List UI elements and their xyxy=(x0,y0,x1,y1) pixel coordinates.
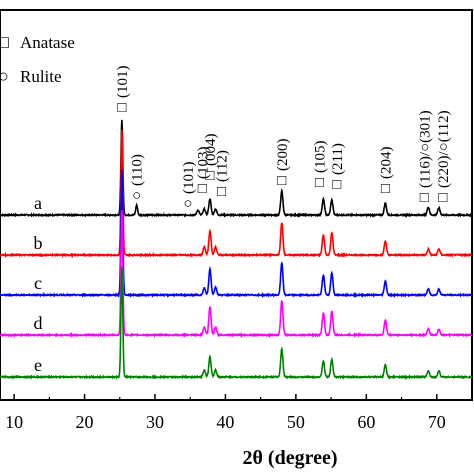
x-tick-label-50: 50 xyxy=(287,412,305,432)
legend-symbol-rulite: ○ xyxy=(0,66,9,86)
peak-marker-3: □ xyxy=(198,181,207,197)
series-label-b: b xyxy=(34,233,43,253)
peak-label-10: (116)/○(301) xyxy=(417,110,433,188)
peak-label-0: (101) xyxy=(115,65,131,98)
series-line-c xyxy=(0,169,473,299)
series-label-e: e xyxy=(34,355,42,375)
peak-label-4: (004) xyxy=(203,134,219,167)
series-label-c: c xyxy=(34,273,42,293)
peak-marker-11: □ xyxy=(438,190,447,206)
peak-marker-4: □ xyxy=(205,168,214,184)
series-line-d xyxy=(0,210,473,339)
plot-frame xyxy=(0,9,473,401)
legend: □ Anatase ○ Rulite xyxy=(0,32,75,86)
peak-marker-2: ○ xyxy=(183,196,192,212)
peak-label-6: (200) xyxy=(275,139,291,172)
peak-marker-8: □ xyxy=(332,177,341,193)
peak-marker-6: □ xyxy=(277,173,286,189)
series-line-a xyxy=(0,119,473,219)
x-tick-label-10: 10 xyxy=(5,412,23,432)
legend-label-rulite: Rulite xyxy=(20,67,62,86)
legend-label-anatase: Anatase xyxy=(20,33,75,52)
x-tick-label-20: 20 xyxy=(76,412,94,432)
peak-marker-9: □ xyxy=(381,181,390,197)
x-tick-label-30: 30 xyxy=(146,412,164,432)
x-tick-label-70: 70 xyxy=(428,412,446,432)
peak-marker-10: □ xyxy=(420,190,429,206)
series-line-e xyxy=(0,266,473,381)
x-tick-label-40: 40 xyxy=(216,412,234,432)
peak-label-1: (110) xyxy=(130,154,146,186)
x-tick-label-60: 60 xyxy=(357,412,375,432)
series-label-a: a xyxy=(34,193,42,213)
annotation-layer: □(101)○(110)○(101) □(103)□(004)□(112) □(20… xyxy=(115,65,452,212)
peak-label-5: (112) xyxy=(215,150,231,182)
peak-marker-5: □ xyxy=(217,184,226,200)
series-line-b xyxy=(0,129,473,259)
peak-label-9: (204) xyxy=(378,147,394,180)
peak-label-8: (211) xyxy=(330,143,346,175)
peak-marker-0: □ xyxy=(117,100,126,116)
series-label-d: d xyxy=(34,313,43,333)
peak-marker-1: ○ xyxy=(132,188,141,204)
x-axis: 10 20 30 40 50 60 70 xyxy=(5,394,473,432)
peak-label-11: (220)/○(112) xyxy=(436,110,452,188)
series-layer xyxy=(0,119,473,381)
peak-label-2: (101) xyxy=(181,162,197,195)
peak-marker-7: □ xyxy=(315,175,324,191)
legend-symbol-anatase: □ xyxy=(0,32,9,52)
peak-label-3: (103) xyxy=(195,147,211,180)
x-axis-title: 2θ (degree) xyxy=(242,447,337,469)
peak-label-7: (105) xyxy=(312,141,328,174)
